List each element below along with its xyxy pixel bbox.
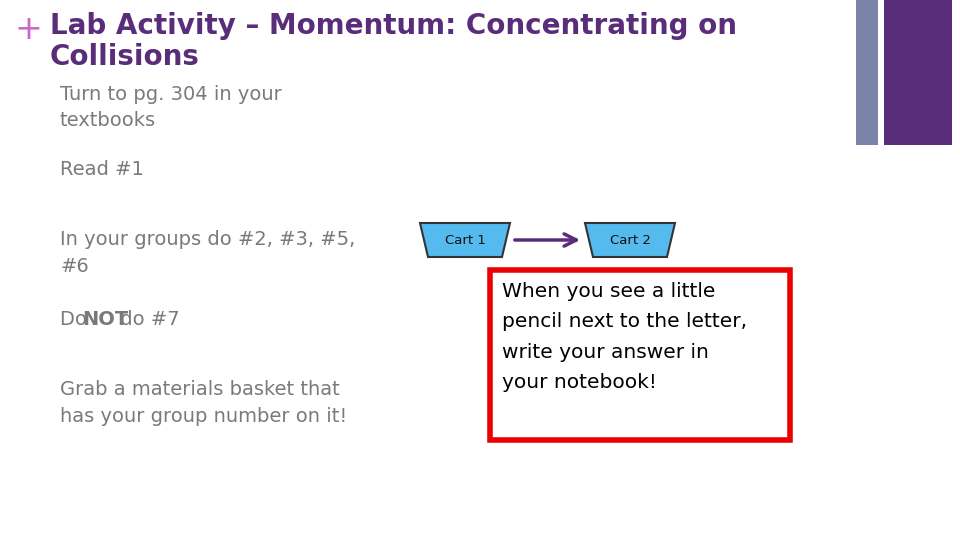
Polygon shape — [420, 223, 510, 257]
Text: NOT: NOT — [82, 310, 129, 329]
Text: In your groups do #2, #3, #5,
#6: In your groups do #2, #3, #5, #6 — [60, 230, 355, 275]
Bar — [884, 0, 952, 145]
FancyBboxPatch shape — [490, 270, 790, 440]
Text: do #7: do #7 — [114, 310, 180, 329]
Text: Read #1: Read #1 — [60, 160, 144, 179]
Bar — [856, 0, 878, 145]
Text: Cart 2: Cart 2 — [610, 233, 651, 246]
Text: Turn to pg. 304 in your
textbooks: Turn to pg. 304 in your textbooks — [60, 85, 281, 131]
Text: When you see a little
pencil next to the letter,
write your answer in
your noteb: When you see a little pencil next to the… — [502, 282, 747, 392]
Text: Grab a materials basket that
has your group number on it!: Grab a materials basket that has your gr… — [60, 380, 348, 426]
Text: +: + — [15, 13, 43, 46]
Text: Lab Activity – Momentum: Concentrating on: Lab Activity – Momentum: Concentrating o… — [50, 12, 737, 40]
Text: Cart 1: Cart 1 — [444, 233, 486, 246]
Text: Do: Do — [60, 310, 93, 329]
Polygon shape — [585, 223, 675, 257]
Text: Collisions: Collisions — [50, 43, 200, 71]
